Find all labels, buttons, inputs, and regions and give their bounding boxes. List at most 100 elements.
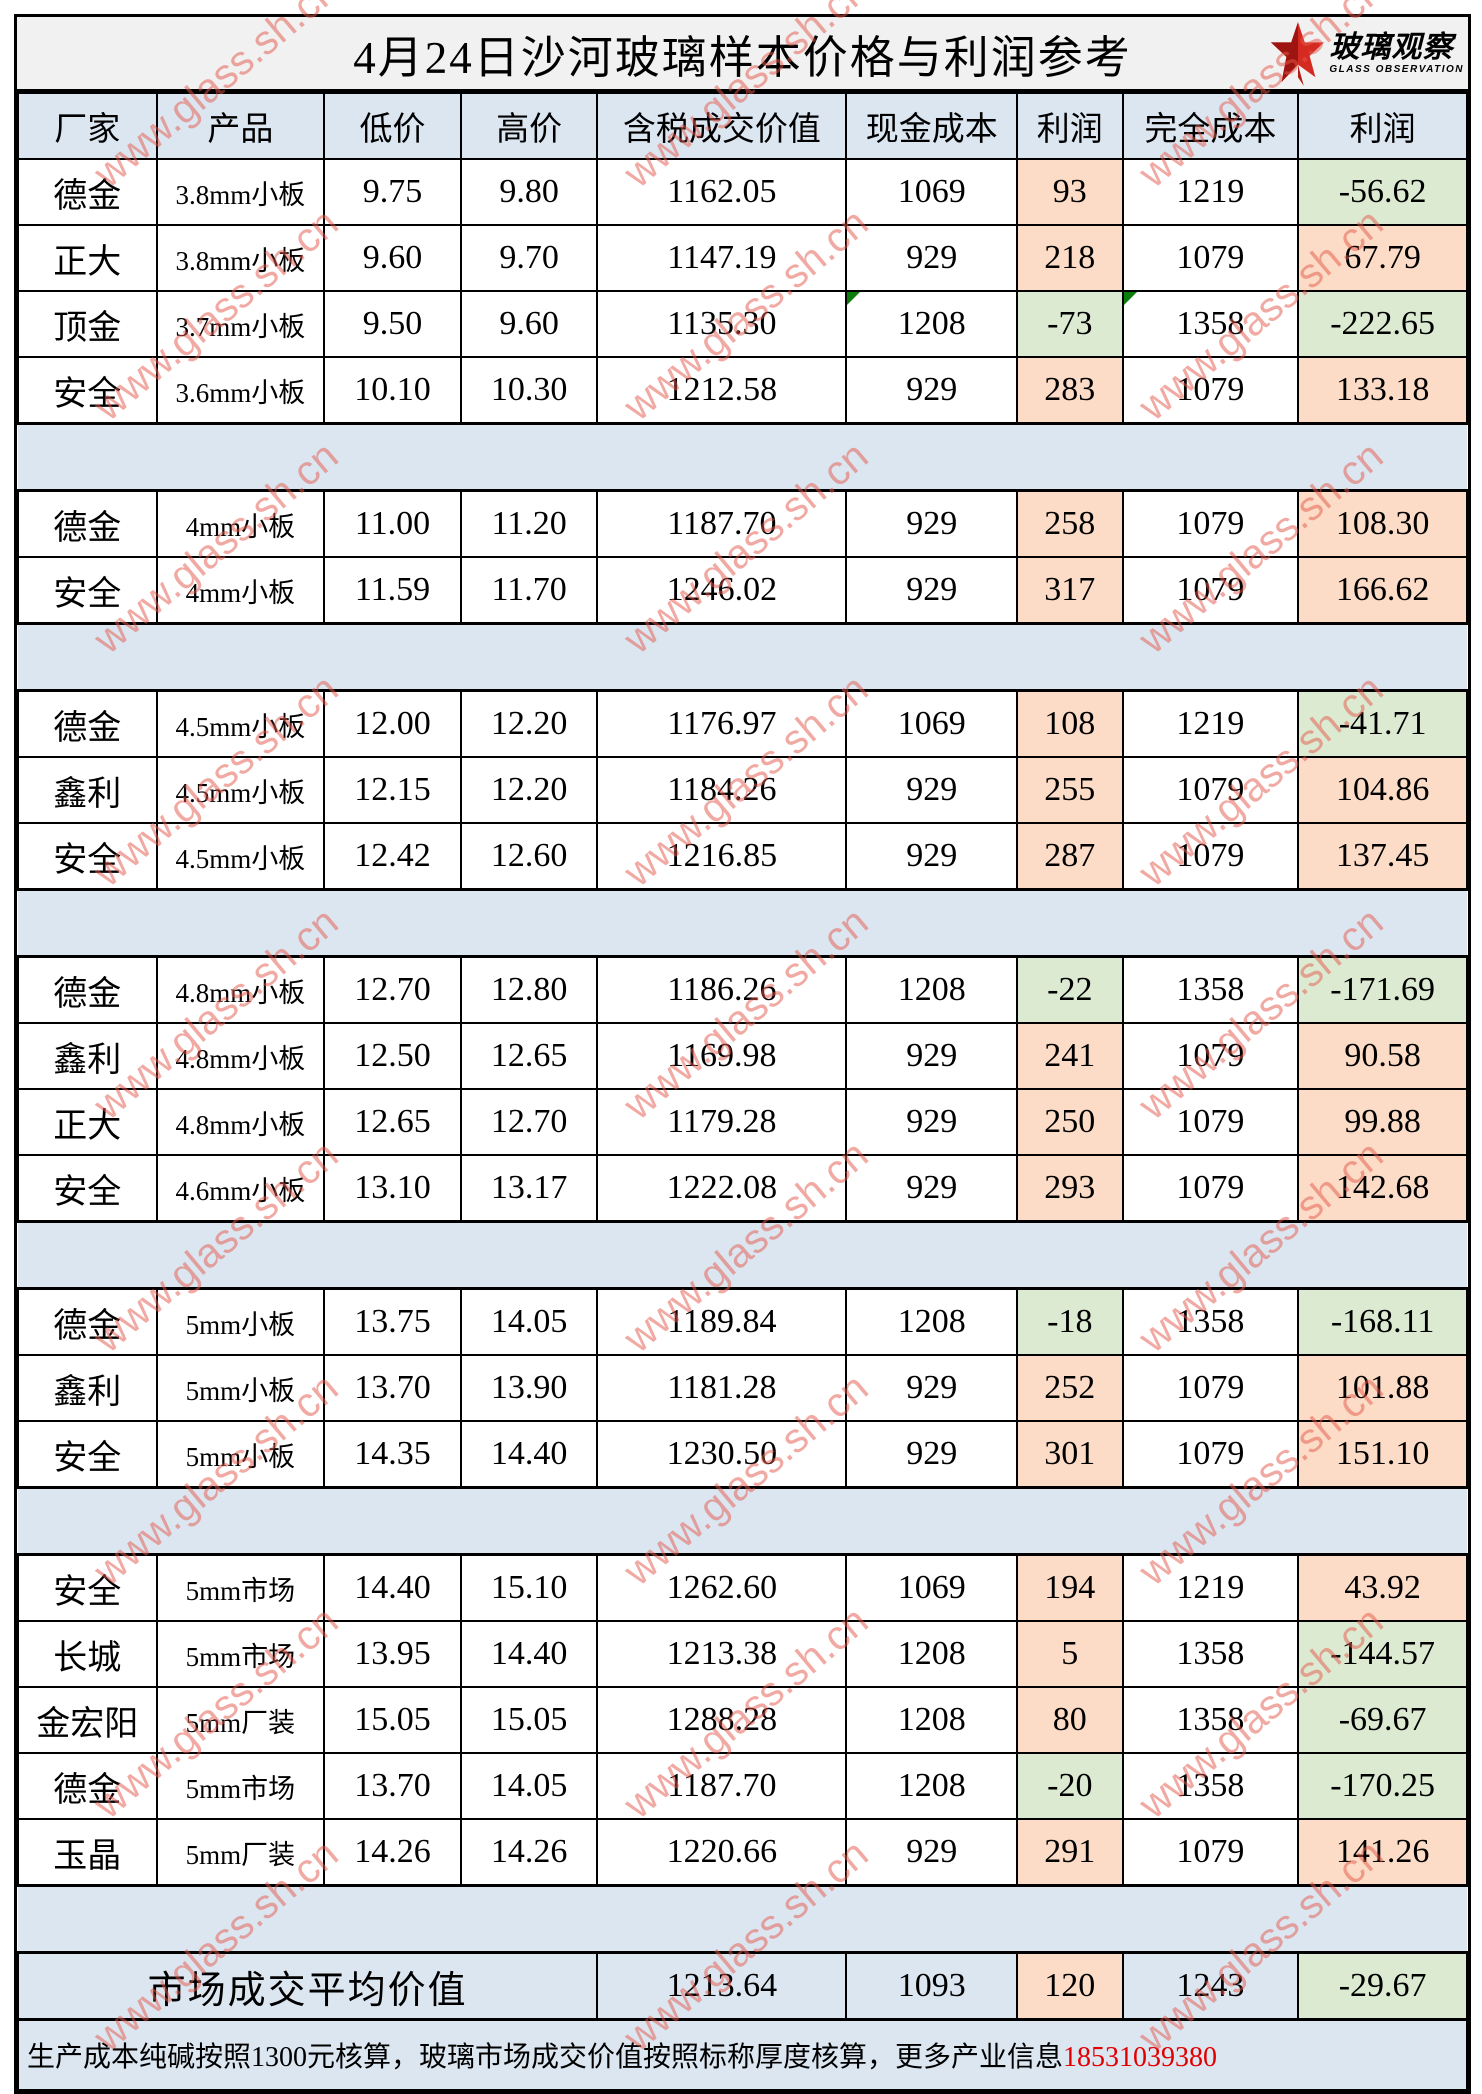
col-header-manufacturer: 厂家	[17, 92, 158, 160]
cell-profit-cash: 287	[1016, 822, 1124, 891]
cell-manufacturer: 长城	[17, 1620, 158, 1688]
cell-high-price: 12.20	[459, 689, 599, 758]
cell-profit-full: 151.10	[1297, 1420, 1468, 1489]
cell-taxed-value: 1213.38	[596, 1620, 848, 1688]
cell-profit-full: 99.88	[1297, 1088, 1468, 1156]
cell-high-price: 10.30	[459, 356, 599, 425]
cell-profit-cash: 252	[1016, 1354, 1124, 1422]
cell-high-price: 14.05	[459, 1752, 599, 1820]
cell-profit-full: -222.65	[1297, 290, 1468, 358]
comment-flag-icon	[848, 293, 861, 305]
cell-manufacturer: 德金	[17, 158, 158, 226]
footer-note-cell: 生产成本纯碱按照1300元核算，玻璃市场成交价值按照标称厚度核算，更多产业信息1…	[17, 2018, 1468, 2091]
cell-high-price: 12.60	[459, 822, 599, 891]
cell-manufacturer: 顶金	[17, 290, 158, 358]
cell-profit-full: 43.92	[1297, 1553, 1468, 1622]
cell-taxed-value: 1246.02	[596, 556, 848, 625]
cell-low-price: 12.00	[323, 689, 462, 758]
cell-low-price: 12.70	[323, 955, 462, 1024]
table-row: 鑫利 5mm小板 13.70 13.90 1181.28 929 252 1079 101.88	[17, 1354, 1468, 1422]
table-row: 德金 5mm市场 13.70 14.05 1187.70 1208 -20 1358 -170.…	[17, 1752, 1468, 1820]
cell-product: 3.8mm小板	[155, 158, 326, 226]
cell-full-cost: 1219	[1121, 158, 1300, 226]
footer-phone: 18531039380	[1063, 2042, 1218, 2073]
cell-product: 3.7mm小板	[155, 290, 326, 358]
cell-low-price: 9.50	[323, 290, 462, 358]
cell-cash-cost: 929	[845, 224, 1019, 292]
cell-low-price: 12.15	[323, 756, 462, 824]
cell-profit-cash: 218	[1016, 224, 1124, 292]
cell-cash-cost: 929	[845, 1420, 1019, 1489]
cell-manufacturer: 正大	[17, 224, 158, 292]
cell-high-price: 14.05	[459, 1287, 599, 1356]
section-separator	[18, 1220, 1467, 1290]
cell-low-price: 9.60	[323, 224, 462, 292]
cell-profit-full: 101.88	[1297, 1354, 1468, 1422]
cell-high-price: 13.90	[459, 1354, 599, 1422]
price-table: 厂家 产品 低价 高价 含税成交价值 现金成本 利润 完全成本 利润 德金 3.8…	[16, 92, 1468, 2091]
cell-full-cost: 1358	[1121, 1287, 1300, 1356]
cell-profit-cash: 301	[1016, 1420, 1124, 1489]
cell-full-cost: 1079	[1121, 1154, 1300, 1223]
cell-manufacturer: 鑫利	[17, 756, 158, 824]
cell-low-price: 13.95	[323, 1620, 462, 1688]
cell-manufacturer: 安全	[17, 822, 158, 891]
cell-profit-cash: 283	[1016, 356, 1124, 425]
cell-taxed-value: 1262.60	[596, 1553, 848, 1622]
cell-profit-cash: -22	[1016, 955, 1124, 1024]
cell-product: 3.6mm小板	[155, 356, 326, 425]
header-row: 厂家 产品 低价 高价 含税成交价值 现金成本 利润 完全成本 利润	[17, 92, 1468, 160]
price-table-footer: 市场成交平均价值 1213.64 1093 120 1243 -29.67 生产…	[16, 1951, 1468, 2091]
page-title: 4月24日沙河玻璃样本价格与利润参考	[353, 32, 1132, 83]
section-separator	[18, 1884, 1467, 1954]
cell-high-price: 11.70	[459, 556, 599, 625]
cell-cash-cost: 1208	[845, 1686, 1019, 1754]
section-separator	[18, 622, 1467, 692]
summary-row: 市场成交平均价值 1213.64 1093 120 1243 -29.67	[16, 1951, 1468, 2021]
cell-high-price: 12.70	[459, 1088, 599, 1156]
cell-profit-cash: -73	[1016, 290, 1124, 358]
cell-manufacturer: 德金	[17, 1287, 158, 1356]
cell-manufacturer: 金宏阳	[17, 1686, 158, 1754]
cell-cash-cost: 929	[845, 1022, 1019, 1090]
cell-taxed-value: 1179.28	[596, 1088, 848, 1156]
footer-note-row: 生产成本纯碱按照1300元核算，玻璃市场成交价值按照标称厚度核算，更多产业信息1…	[17, 2018, 1468, 2091]
cell-full-cost: 1358	[1121, 1752, 1300, 1820]
cell-high-price: 12.80	[459, 955, 599, 1024]
cell-cash-cost: 929	[845, 1088, 1019, 1156]
cell-full-cost: 1079	[1121, 1354, 1300, 1422]
cell-high-price: 9.70	[459, 224, 599, 292]
cell-profit-full: 67.79	[1297, 224, 1468, 292]
cell-high-price: 14.26	[459, 1818, 599, 1887]
cell-taxed-value: 1184.26	[596, 756, 848, 824]
cell-taxed-value: 1216.85	[596, 822, 848, 891]
cell-profit-cash: 194	[1016, 1553, 1124, 1622]
price-sheet: 4月24日沙河玻璃样本价格与利润参考 玻璃观察 GLASS OBSERVATIO…	[14, 14, 1471, 2094]
cell-low-price: 13.10	[323, 1154, 462, 1223]
cell-taxed-value: 1222.08	[596, 1154, 848, 1223]
cell-full-cost: 1079	[1121, 489, 1300, 558]
cell-high-price: 9.80	[459, 158, 599, 226]
cell-full-cost: 1079	[1121, 356, 1300, 425]
table-row: 正大 3.8mm小板 9.60 9.70 1147.19 929 218 1079 67.79	[17, 224, 1468, 292]
footer-note: 生产成本纯碱按照1300元核算，玻璃市场成交价值按照标称厚度核算，更多产业信息	[27, 2042, 1064, 2073]
cell-cash-cost: 929	[845, 822, 1019, 891]
cell-manufacturer: 安全	[17, 356, 158, 425]
cell-cash-cost: 1208	[845, 955, 1019, 1024]
cell-profit-full: 104.86	[1297, 756, 1468, 824]
cell-taxed-value: 1212.58	[596, 356, 848, 425]
cell-full-cost: 1079	[1121, 1022, 1300, 1090]
cell-profit-cash: 258	[1016, 489, 1124, 558]
cell-product: 5mm厂装	[155, 1686, 326, 1754]
col-header-high-price: 高价	[459, 92, 599, 160]
cell-high-price: 15.10	[459, 1553, 599, 1622]
summary-cash-cost: 1093	[845, 1951, 1019, 2021]
col-header-cash-cost: 现金成本	[845, 92, 1019, 160]
cell-cash-cost: 1208	[845, 290, 1019, 358]
cell-low-price: 12.65	[323, 1088, 462, 1156]
cell-cash-cost: 1208	[845, 1287, 1019, 1356]
table-row: 安全 5mm市场 14.40 15.10 1262.60 1069 194 1219 43.92	[17, 1553, 1468, 1622]
brand-name-cn: 玻璃观察	[1329, 31, 1454, 64]
comment-flag-icon	[1124, 293, 1137, 305]
